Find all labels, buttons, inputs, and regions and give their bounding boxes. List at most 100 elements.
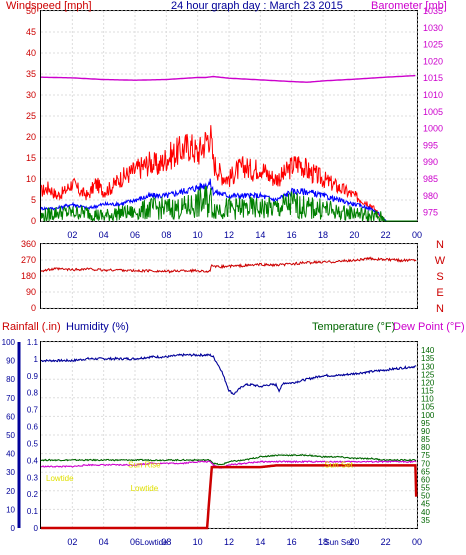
x-tick-label: 18 bbox=[318, 537, 328, 547]
x-tick-label: 20 bbox=[349, 230, 359, 240]
rain-y-tick-label: 0.4 bbox=[27, 456, 39, 465]
temp-y-tick-label: 45 bbox=[421, 500, 430, 509]
temp-y-tick-label: 65 bbox=[421, 467, 430, 476]
temp-y-tick-label: 75 bbox=[421, 451, 430, 460]
wind-y-tick-label: 35 bbox=[26, 69, 36, 79]
tide-sun-annotation: Lowtide bbox=[131, 484, 159, 493]
temp-y-tick-label: 110 bbox=[421, 395, 434, 404]
direction-y-tick-label: 90 bbox=[26, 287, 36, 297]
dewpoint-axis-title: Dew Point (°F) bbox=[393, 321, 465, 333]
compass-label: E bbox=[436, 287, 443, 299]
compass-label: N bbox=[436, 303, 444, 315]
rain-y-tick-label: 0.3 bbox=[27, 473, 39, 482]
direction-y-tick-label: 360 bbox=[21, 239, 36, 249]
x-tick-label: 06 bbox=[130, 230, 140, 240]
wind-y-tick-label: 15 bbox=[26, 153, 36, 163]
temp-y-tick-label: 140 bbox=[421, 346, 435, 355]
x-tick-label: 10 bbox=[193, 230, 203, 240]
temp-y-tick-label: 40 bbox=[421, 508, 430, 517]
x-tick-label: 14 bbox=[255, 537, 265, 547]
bottom-event-label: Lowtide bbox=[140, 538, 168, 547]
humidity-y-tick-label: 70 bbox=[6, 394, 15, 403]
baro-y-tick-label: 1035 bbox=[423, 6, 443, 16]
chart-title: 24 hour graph day : March 23 2015 bbox=[171, 0, 343, 12]
compass-label: W bbox=[435, 255, 446, 267]
temp-y-tick-label: 120 bbox=[421, 378, 435, 387]
bottom-event-label: Sun Set bbox=[324, 538, 353, 547]
x-tick-label: 10 bbox=[193, 537, 203, 547]
x-tick-label: 22 bbox=[381, 537, 391, 547]
humidity-y-tick-label: 10 bbox=[6, 505, 15, 514]
baro-y-tick-label: 1015 bbox=[423, 73, 443, 83]
rain-y-tick-label: 0 bbox=[34, 524, 39, 533]
tide-sun-annotation: Lowtide bbox=[46, 474, 74, 483]
temperature-axis-title: Temperature (°F) bbox=[312, 321, 395, 333]
wind-y-tick-label: 25 bbox=[26, 111, 36, 121]
temp-y-tick-label: 130 bbox=[421, 362, 435, 371]
temp-y-tick-label: 90 bbox=[421, 427, 430, 436]
temp-y-tick-label: 115 bbox=[421, 387, 434, 396]
x-tick-label: 00 bbox=[412, 537, 422, 547]
baro-y-tick-label: 980 bbox=[423, 191, 438, 201]
humidity-y-tick-label: 80 bbox=[6, 375, 15, 384]
temp-y-tick-label: 125 bbox=[421, 370, 435, 379]
x-tick-label: 06 bbox=[130, 537, 140, 547]
temp-y-tick-label: 70 bbox=[421, 459, 430, 468]
rain-y-tick-label: 0.8 bbox=[27, 389, 39, 398]
tide-sun-annotation: Sun Rise bbox=[128, 460, 161, 469]
baro-y-tick-label: 975 bbox=[423, 208, 438, 218]
rain-y-tick-label: 0.9 bbox=[27, 372, 39, 381]
dewpoint-series-line bbox=[40, 460, 417, 469]
humidity-series-line bbox=[40, 352, 417, 396]
humidity-y-tick-label: 0 bbox=[11, 524, 16, 533]
x-tick-label: 02 bbox=[67, 537, 77, 547]
wind-y-tick-label: 30 bbox=[26, 90, 36, 100]
humidity-y-tick-label: 90 bbox=[6, 357, 15, 366]
speed-series-line bbox=[40, 186, 417, 222]
rain-y-tick-label: 0.7 bbox=[27, 406, 39, 415]
wind-y-tick-label: 10 bbox=[26, 174, 36, 184]
humidity-y-tick-label: 20 bbox=[6, 487, 15, 496]
baro-y-tick-label: 985 bbox=[423, 174, 438, 184]
humidity-axis-title: Humidity (%) bbox=[66, 321, 129, 333]
temperature-series-line bbox=[40, 453, 417, 466]
baro-y-tick-label: 1010 bbox=[423, 90, 443, 100]
temp-y-tick-label: 80 bbox=[421, 443, 430, 452]
temp-y-tick-label: 85 bbox=[421, 435, 430, 444]
wind-y-tick-label: 0 bbox=[31, 216, 36, 226]
baro-y-tick-label: 1000 bbox=[423, 124, 443, 134]
rain-series-line bbox=[41, 464, 418, 530]
x-tick-label: 00 bbox=[412, 230, 422, 240]
direction-y-tick-label: 0 bbox=[31, 303, 36, 313]
compass-label: S bbox=[436, 271, 443, 283]
rain-y-tick-label: 0.2 bbox=[27, 490, 39, 499]
tide-sun-annotation: Sun Set bbox=[324, 460, 353, 469]
temp-y-tick-label: 55 bbox=[421, 484, 430, 493]
baro-y-tick-label: 1025 bbox=[423, 40, 443, 50]
x-tick-label: 12 bbox=[224, 230, 234, 240]
wind-y-tick-label: 5 bbox=[31, 195, 36, 205]
temp-y-tick-label: 60 bbox=[421, 475, 430, 484]
x-tick-label: 04 bbox=[99, 230, 109, 240]
wind-y-tick-label: 40 bbox=[26, 48, 36, 58]
gust-series-line bbox=[40, 125, 417, 222]
temp-y-tick-label: 100 bbox=[421, 411, 435, 420]
humidity-y-tick-label: 100 bbox=[2, 338, 16, 347]
x-tick-label: 04 bbox=[99, 537, 109, 547]
rainfall-axis-title: Rainfall (.in) bbox=[2, 321, 61, 333]
x-tick-label: 16 bbox=[287, 537, 297, 547]
wind-y-tick-label: 20 bbox=[26, 132, 36, 142]
barometer-axis-title: Barometer [mb] bbox=[371, 0, 447, 12]
x-tick-label: 22 bbox=[381, 230, 391, 240]
temp-y-tick-label: 35 bbox=[421, 516, 430, 525]
baro-y-tick-label: 1030 bbox=[423, 23, 443, 33]
average-series-line bbox=[40, 178, 417, 222]
windspeed-axis-title: Windspeed [mph] bbox=[6, 0, 92, 12]
baro-y-tick-label: 1020 bbox=[423, 56, 443, 66]
humidity-y-tick-label: 40 bbox=[6, 450, 15, 459]
x-tick-label: 16 bbox=[287, 230, 297, 240]
rain-y-tick-label: 0.5 bbox=[27, 439, 39, 448]
rain-y-tick-label: 1 bbox=[34, 355, 39, 364]
baro-y-tick-label: 995 bbox=[423, 140, 438, 150]
